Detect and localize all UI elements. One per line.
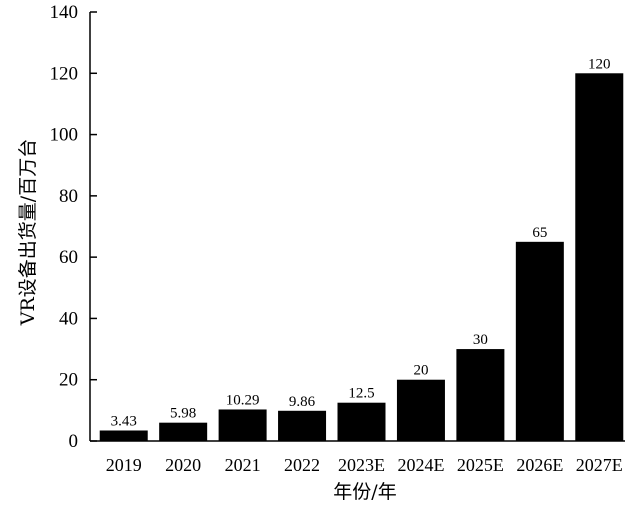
x-tick-label: 2025E bbox=[457, 455, 504, 475]
data-label: 3.43 bbox=[111, 413, 137, 429]
bar-2023E bbox=[337, 402, 386, 441]
bar-2024E bbox=[396, 379, 445, 441]
data-label: 30 bbox=[473, 332, 488, 348]
y-tick-label: 100 bbox=[50, 125, 79, 146]
x-tick-label: 2026E bbox=[516, 455, 563, 475]
x-tick-label: 2027E bbox=[576, 455, 623, 475]
y-tick-label: 120 bbox=[50, 63, 79, 84]
data-label: 65 bbox=[532, 225, 547, 241]
data-label: 5.98 bbox=[170, 406, 196, 422]
y-tick-label: 20 bbox=[59, 370, 78, 391]
data-labels: 3.43 5.98 10.29 9.86 12.5 20 30 65 120 bbox=[111, 56, 611, 429]
x-tick-label: 2019 bbox=[106, 455, 142, 475]
y-tick-label: 80 bbox=[59, 186, 78, 207]
bar-2021 bbox=[218, 409, 267, 441]
y-tick-label: 140 bbox=[50, 2, 79, 23]
x-tick-label: 2024E bbox=[397, 455, 444, 475]
y-axis: 0 20 40 60 80 100 120 140 bbox=[50, 2, 97, 452]
bar-2022 bbox=[278, 410, 327, 441]
x-axis-title: 年份/年 bbox=[333, 481, 396, 503]
bars bbox=[99, 73, 624, 442]
y-tick-label: 0 bbox=[69, 431, 79, 452]
bar-2025E bbox=[456, 349, 505, 441]
bar-2019 bbox=[99, 430, 148, 441]
y-tick-label: 40 bbox=[59, 308, 78, 329]
x-tick-label: 2020 bbox=[165, 455, 201, 475]
x-axis: 2019 2020 2021 2022 2023E 2024E 2025E 2026E 2027… bbox=[90, 440, 625, 475]
x-tick-label: 2022 bbox=[284, 455, 320, 475]
x-tick-label: 2023E bbox=[338, 455, 385, 475]
data-label: 120 bbox=[588, 56, 611, 72]
y-axis-title: VR设备出货量/百万台 bbox=[17, 139, 39, 326]
bar-2020 bbox=[159, 422, 208, 441]
data-label: 20 bbox=[413, 363, 428, 379]
data-label: 10.29 bbox=[226, 392, 260, 408]
bar-2027E bbox=[575, 73, 624, 442]
data-label: 12.5 bbox=[348, 386, 374, 402]
y-tick-label: 60 bbox=[59, 247, 78, 268]
bar-2026E bbox=[515, 241, 564, 441]
x-tick-label: 2021 bbox=[225, 455, 261, 475]
data-label: 9.86 bbox=[289, 394, 316, 410]
